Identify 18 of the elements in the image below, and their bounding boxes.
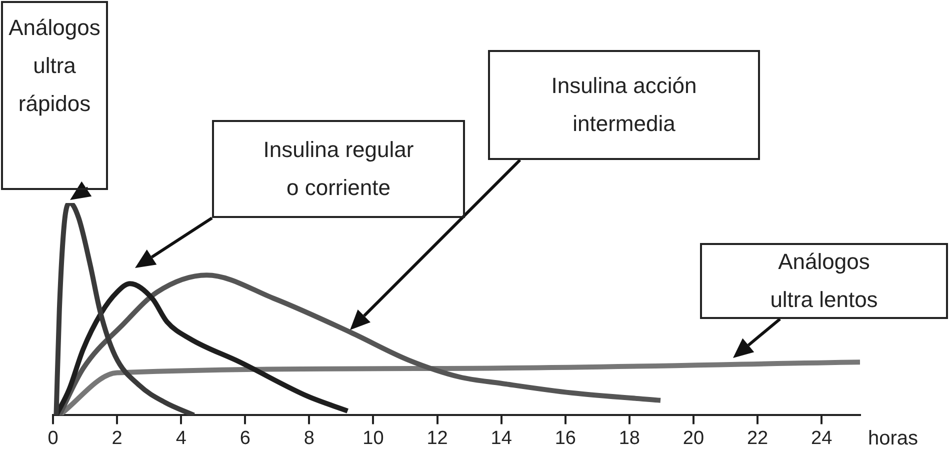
x-tick-label: 2 — [112, 428, 122, 449]
text-box: Análogos ultra lentos — [700, 243, 948, 319]
x-tick-label: 4 — [176, 428, 187, 449]
x-tick-label: 0 — [48, 428, 58, 449]
x-tick-label: 6 — [240, 428, 250, 449]
text-box: Insulina regular o corriente — [212, 120, 465, 218]
x-tick-label: 22 — [746, 428, 768, 449]
x-tick-label: 10 — [362, 428, 384, 449]
text-box: Análogos ultra rápidos — [1, 1, 108, 190]
x-tick-label: 14 — [490, 428, 512, 449]
x-tick-label: 12 — [426, 428, 448, 449]
x-tick-label: 24 — [811, 428, 833, 449]
text-box: Insulina acción intermedia — [488, 50, 760, 160]
x-tick-label: 18 — [618, 428, 640, 449]
x-axis-title: horas — [868, 428, 918, 450]
x-tick-label: 20 — [682, 428, 704, 449]
x-tick-label: 16 — [554, 428, 576, 449]
x-tick-label: 8 — [304, 428, 314, 449]
